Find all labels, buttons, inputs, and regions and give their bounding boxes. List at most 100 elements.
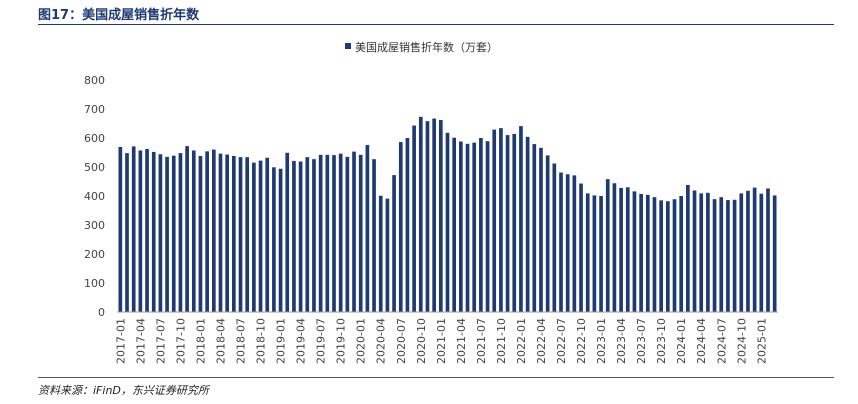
x-tick-label: 2024-10 xyxy=(735,318,748,364)
x-tick-label: 2020-01 xyxy=(355,318,368,364)
x-tick-label: 2021-04 xyxy=(455,318,468,364)
bar xyxy=(372,159,376,312)
bar xyxy=(565,174,570,312)
bar xyxy=(245,157,250,312)
bar xyxy=(652,197,657,312)
bar xyxy=(238,157,243,312)
bar xyxy=(191,150,196,312)
x-tick-label: 2019-07 xyxy=(315,318,328,364)
bar xyxy=(285,152,290,312)
bar xyxy=(131,146,136,312)
x-tick-label: 2018-10 xyxy=(255,318,268,364)
bar xyxy=(612,183,617,312)
bar xyxy=(692,190,697,312)
chart-legend: 美国成屋销售折年数（万套） xyxy=(345,40,498,54)
bar xyxy=(485,141,490,312)
bar xyxy=(699,193,704,312)
bar xyxy=(392,175,396,312)
bar xyxy=(592,195,597,312)
bar xyxy=(292,160,296,312)
bar xyxy=(545,155,550,312)
y-tick-label: 0 xyxy=(98,306,105,319)
bar xyxy=(312,159,316,312)
bar xyxy=(625,187,630,312)
bar xyxy=(438,120,443,313)
x-tick-label: 2018-07 xyxy=(235,318,248,364)
x-tick-label: 2020-04 xyxy=(375,318,388,364)
bar xyxy=(345,156,350,312)
bar xyxy=(198,155,203,312)
bars xyxy=(118,116,777,313)
bar xyxy=(365,144,370,312)
bar xyxy=(719,197,724,312)
x-tick-label: 2023-10 xyxy=(655,318,668,364)
bar xyxy=(585,193,590,312)
x-tick-label: 2023-07 xyxy=(635,318,648,364)
x-tick-label: 2024-07 xyxy=(715,318,728,364)
x-tick-label: 2022-04 xyxy=(535,318,548,364)
bar xyxy=(686,184,690,312)
source-divider xyxy=(38,377,834,378)
y-tick-label: 400 xyxy=(84,190,105,203)
bar xyxy=(232,155,236,312)
bar xyxy=(599,196,603,312)
bar xyxy=(579,183,583,312)
bar xyxy=(452,137,457,312)
bar xyxy=(398,142,403,312)
bar xyxy=(145,149,149,312)
bar xyxy=(505,135,510,312)
x-tick-label: 2020-10 xyxy=(415,318,428,364)
bar xyxy=(532,144,537,312)
bar xyxy=(185,146,189,312)
x-tick-label: 2025-01 xyxy=(755,318,768,364)
bar xyxy=(171,155,176,312)
x-tick-label: 2024-01 xyxy=(675,318,688,364)
bar xyxy=(525,136,530,312)
x-tick-label: 2019-04 xyxy=(295,318,308,364)
bar xyxy=(225,154,229,312)
bar xyxy=(645,194,650,312)
y-tick-label: 700 xyxy=(84,103,105,116)
bar xyxy=(258,160,263,312)
bar xyxy=(499,128,503,312)
y-tick-label: 200 xyxy=(84,248,105,261)
bar xyxy=(352,151,356,312)
y-tick-label: 600 xyxy=(84,132,105,145)
bar xyxy=(766,188,770,312)
bar xyxy=(572,175,577,312)
bar xyxy=(512,133,517,312)
x-tick-label: 2017-10 xyxy=(174,318,187,364)
bar xyxy=(759,193,764,312)
y-tick-label: 800 xyxy=(84,74,105,87)
x-tick-label: 2023-04 xyxy=(615,318,628,364)
y-tick-label: 100 xyxy=(84,277,105,290)
bar xyxy=(639,193,643,312)
bar xyxy=(679,196,684,312)
bar xyxy=(412,125,416,312)
bar xyxy=(539,147,543,312)
bar xyxy=(666,201,670,312)
bar xyxy=(492,129,497,312)
bar xyxy=(726,200,730,312)
bar xyxy=(318,154,323,312)
x-tick-label: 2019-01 xyxy=(275,318,288,364)
bar xyxy=(332,155,336,312)
legend-label: 美国成屋销售折年数（万套） xyxy=(355,40,498,54)
bar xyxy=(739,193,744,312)
x-axis: 2017-01 2017-04 2017-07 2017-10 2018-01 2018-… xyxy=(114,318,768,364)
bar xyxy=(265,157,270,312)
title-divider xyxy=(38,24,834,25)
bar xyxy=(465,143,470,312)
y-tick-label: 300 xyxy=(84,219,105,232)
bar xyxy=(619,187,623,312)
bar xyxy=(298,161,303,312)
bar xyxy=(272,167,276,312)
bar xyxy=(125,153,129,312)
bar xyxy=(432,118,436,312)
bar xyxy=(425,121,430,313)
bar xyxy=(205,151,209,312)
bar xyxy=(118,146,123,312)
x-tick-label: 2017-01 xyxy=(114,318,127,364)
legend-swatch xyxy=(345,43,351,49)
